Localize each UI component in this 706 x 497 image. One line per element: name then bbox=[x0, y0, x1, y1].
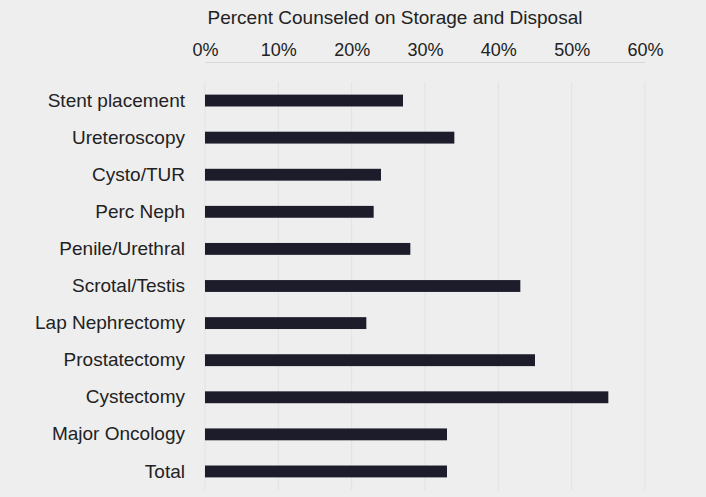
tick: 0% bbox=[192, 40, 218, 62]
tick: Perc Neph bbox=[95, 201, 205, 222]
grid-line bbox=[645, 82, 646, 490]
tick: Cysto/TUR bbox=[92, 164, 205, 185]
grid bbox=[205, 82, 645, 490]
tick: Cystectomy bbox=[86, 386, 205, 407]
tick: 20% bbox=[334, 40, 370, 62]
background bbox=[0, 0, 706, 497]
tick-label: Ureteroscopy bbox=[72, 127, 185, 148]
bar bbox=[205, 243, 410, 255]
bar bbox=[205, 95, 403, 107]
tick-label: 20% bbox=[334, 40, 370, 60]
tick-label: 10% bbox=[261, 40, 297, 60]
bar bbox=[205, 428, 447, 440]
x-axis: 0% 10% 20% 30% 40% 50% 60% bbox=[192, 40, 663, 63]
tick-label: Perc Neph bbox=[95, 201, 185, 222]
chart: Percent Counseled on Storage and Disposa… bbox=[0, 0, 706, 497]
tick: Total bbox=[145, 461, 205, 482]
tick: Ureteroscopy bbox=[72, 127, 205, 148]
grid-line bbox=[571, 82, 572, 490]
tick-label: 30% bbox=[407, 40, 443, 60]
bar bbox=[205, 206, 374, 218]
tick: 10% bbox=[261, 40, 297, 62]
tick: Lap Nephrectomy bbox=[35, 312, 205, 333]
title: Percent Counseled on Storage and Disposa… bbox=[208, 7, 583, 28]
bar bbox=[205, 132, 454, 144]
tick: Scrotal/Testis bbox=[72, 275, 205, 296]
bar bbox=[205, 466, 447, 478]
tick: 40% bbox=[481, 40, 517, 62]
tick: Penile/Urethral bbox=[59, 238, 205, 259]
bar bbox=[205, 317, 366, 329]
bars bbox=[205, 95, 608, 478]
tick-label: 40% bbox=[481, 40, 517, 60]
tick-label: Lap Nephrectomy bbox=[35, 312, 185, 333]
bar bbox=[205, 391, 608, 403]
tick: 50% bbox=[554, 40, 590, 62]
bar bbox=[205, 280, 520, 292]
tick-label: Cysto/TUR bbox=[92, 164, 185, 185]
tick: Stent placement bbox=[48, 90, 205, 111]
tick-label: 0% bbox=[192, 40, 218, 60]
tick-label: Stent placement bbox=[48, 90, 186, 111]
bar bbox=[205, 354, 535, 366]
tick-label: Total bbox=[145, 461, 185, 482]
tick-label: Cystectomy bbox=[86, 386, 186, 407]
tick-label: Scrotal/Testis bbox=[72, 275, 185, 296]
tick-label: Prostatectomy bbox=[64, 349, 186, 370]
axis-line bbox=[206, 62, 646, 63]
bar bbox=[205, 169, 381, 181]
tick: 60% bbox=[627, 40, 663, 62]
y-axis: Stent placement Ureteroscopy Cysto/TUR Perc… bbox=[35, 90, 205, 482]
tick-label: 60% bbox=[627, 40, 663, 60]
tick-label: Major Oncology bbox=[52, 423, 186, 444]
tick: Prostatectomy bbox=[64, 349, 205, 370]
tick-label: 50% bbox=[554, 40, 590, 60]
tick-label: Penile/Urethral bbox=[59, 238, 185, 259]
tick: 30% bbox=[407, 40, 443, 62]
tick: Major Oncology bbox=[52, 423, 205, 444]
